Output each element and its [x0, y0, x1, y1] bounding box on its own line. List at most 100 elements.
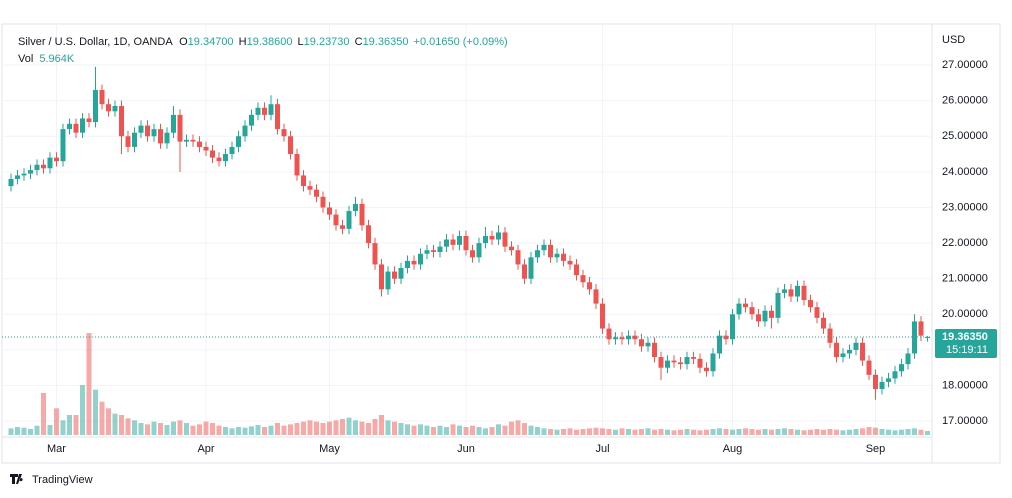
ohlc-key: C [355, 36, 363, 48]
candle-body [15, 175, 20, 179]
volume-bar [691, 429, 696, 435]
x-tick-label: Sep [866, 443, 886, 455]
candle-body [899, 364, 904, 372]
volume-bar [333, 420, 339, 435]
ohlc-key: O [179, 36, 188, 48]
candle-body [411, 260, 417, 265]
candle-body [47, 157, 53, 169]
candle-body [873, 374, 878, 390]
volume-bar [723, 429, 729, 435]
volume-bar [574, 429, 579, 435]
volume-bar [301, 421, 306, 435]
ohlc-value: 19.36350 [363, 36, 409, 48]
x-tick-label: Mar [47, 443, 66, 455]
volume-bar [67, 415, 72, 435]
volume-bar [801, 430, 807, 435]
volume-bar [892, 430, 898, 435]
candle-body [775, 292, 781, 318]
candle-body [275, 104, 280, 130]
y-tick-label: 23.00000 [942, 201, 988, 213]
candle-body [99, 89, 105, 105]
volume-bar [418, 424, 423, 435]
candle-body [242, 125, 248, 137]
candle-body [918, 321, 924, 336]
candle-body [515, 250, 521, 265]
currency: USD [942, 34, 965, 46]
candles [8, 66, 930, 400]
volume-bar [600, 428, 605, 435]
volume-bar [645, 428, 651, 435]
volume-bar [262, 427, 267, 435]
candle-body [262, 107, 267, 115]
volume-bar [632, 429, 638, 435]
volume-bar [21, 427, 27, 435]
volume-bar [535, 427, 540, 435]
candle-body [496, 232, 501, 240]
volume-bar [444, 427, 449, 435]
candle-body [457, 235, 462, 245]
candle-body [184, 139, 189, 142]
volume-bar [216, 425, 222, 435]
volume-bar [847, 429, 852, 435]
candle-body [112, 105, 118, 112]
volume-bar [879, 429, 885, 435]
candle-body [619, 337, 625, 340]
volume-bar [411, 425, 417, 435]
volume-bar [834, 429, 839, 435]
volume-bar [756, 429, 761, 435]
volume-bar [158, 423, 163, 435]
candle-body [866, 360, 872, 375]
volume-bar [886, 429, 891, 435]
y-tick-label: 18.00000 [942, 379, 988, 391]
volume-bar [119, 415, 124, 435]
volume-legend: Vol 5.964K [18, 53, 75, 65]
volume-bar [145, 424, 150, 435]
candle-body [67, 123, 72, 130]
volume-bar [255, 425, 261, 435]
candle-body [359, 203, 365, 226]
candle-body [834, 342, 839, 358]
volume-bar [132, 420, 137, 435]
candle-body [561, 253, 566, 261]
candle-body [398, 268, 404, 279]
volume-bar [684, 429, 690, 435]
candle-body [158, 129, 163, 144]
x-tick-label: May [319, 443, 340, 455]
volume-bar [184, 423, 189, 435]
volume-bar [463, 427, 469, 435]
volume-bar [821, 429, 826, 435]
candle-body [593, 289, 599, 304]
volume-bar [639, 429, 644, 435]
volume-bar [359, 421, 365, 435]
candle-body [756, 314, 761, 322]
candle-body [301, 175, 306, 187]
volume-bar [496, 424, 501, 435]
candle-body [346, 211, 352, 229]
volume-bar [853, 429, 859, 435]
volume-bar [658, 429, 664, 435]
volume-bar [840, 430, 846, 435]
volume-bar [15, 427, 20, 435]
volume-bar [528, 425, 534, 435]
ohlc-key: L [298, 36, 304, 48]
candle-body [684, 357, 690, 365]
candle-body [710, 353, 716, 372]
volume-bar [210, 423, 215, 435]
volume-bar [47, 425, 53, 435]
candle-body [444, 239, 449, 247]
candle-body [405, 260, 410, 269]
candle-body [450, 239, 456, 245]
volume-bar [483, 428, 488, 435]
candle-body [483, 235, 488, 244]
candle-body [54, 157, 59, 162]
volume-bar [717, 428, 722, 435]
volume-bar [28, 429, 33, 435]
candle-body [34, 164, 40, 171]
volume-bar [736, 429, 742, 435]
volume-pane [8, 333, 930, 435]
candle-body [580, 275, 586, 283]
volume-bar [294, 423, 300, 435]
volume-bar [73, 415, 79, 435]
candle-body [814, 307, 820, 318]
candle-body [821, 317, 826, 329]
